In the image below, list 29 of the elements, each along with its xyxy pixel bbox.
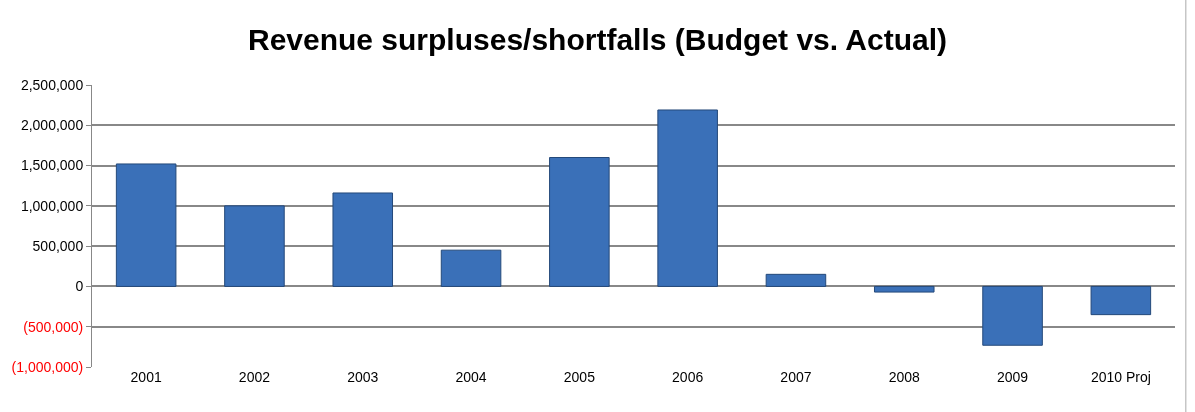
y-tick-label: 1,500,000 (20, 157, 84, 174)
x-tick-label: 2004 (455, 369, 487, 385)
x-tick-label: 2007 (780, 369, 812, 385)
y-tick-label: (1,000,000) (11, 358, 84, 375)
bar (332, 192, 394, 287)
bar (440, 249, 502, 287)
x-tick-label: 2003 (347, 369, 379, 385)
y-tick-label: (500,000) (23, 318, 84, 335)
x-tick-label: 2001 (130, 369, 162, 385)
x-tick-label: 2006 (672, 369, 704, 385)
bar (657, 109, 718, 287)
x-tick-label: 2009 (996, 369, 1029, 385)
y-tick-label: 1,000,000 (20, 197, 84, 214)
bar (982, 285, 1043, 346)
x-tick-label: 2008 (888, 369, 921, 385)
y-tick-label: 500,000 (32, 238, 84, 255)
y-tick-label: 0 (75, 278, 84, 295)
y-tick-label: 2,500,000 (20, 76, 84, 93)
bar (765, 273, 827, 287)
bar (549, 157, 610, 287)
chart-title: Revenue surpluses/shortfalls (Budget vs. Actual) (247, 22, 948, 56)
bar (224, 205, 285, 287)
x-tick-label: 2005 (563, 369, 596, 385)
bar (873, 285, 935, 293)
y-tick-label: 2,000,000 (20, 117, 84, 134)
bar (115, 163, 177, 287)
x-tick-label: 2002 (238, 369, 271, 385)
bar (1090, 285, 1152, 316)
x-tick-label: 2010 Proj (1090, 369, 1151, 385)
